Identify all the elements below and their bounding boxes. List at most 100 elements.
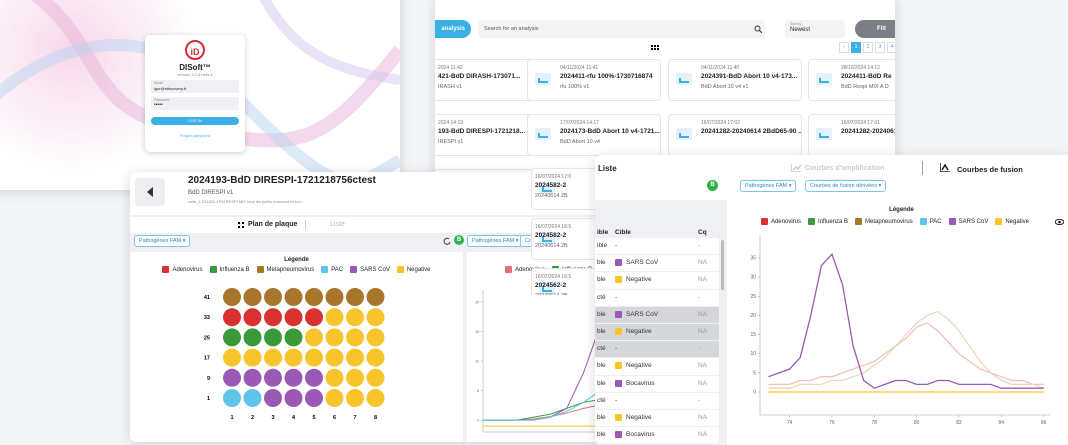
well[interactable] xyxy=(223,328,241,347)
legend-item[interactable]: Adenovirus xyxy=(505,266,545,273)
page-button[interactable]: 3 xyxy=(875,42,885,53)
analysis-card[interactable]: 28/10/2024 14:12 2024411-BdD Re BdD Respi … xyxy=(808,59,895,101)
eye-icon[interactable] xyxy=(1055,219,1064,225)
email-field[interactable]: Email igor@rdiscovery.fr xyxy=(151,80,239,93)
page-button[interactable]: 4 xyxy=(887,42,895,53)
well[interactable] xyxy=(346,389,364,407)
tab-plan[interactable]: Plan de plaque xyxy=(248,221,298,228)
well[interactable] xyxy=(346,288,364,306)
table-row[interactable]: ible - - xyxy=(595,238,719,255)
tab-list[interactable]: Liste xyxy=(330,221,345,228)
table-row[interactable]: ble Bocavirus NA xyxy=(595,375,719,392)
analysis-card[interactable]: 04/11/2024 11:41 2024411-rfu 100%-1730716… xyxy=(527,59,661,101)
pathogen-filter[interactable]: Pathogènes FAM ▾ xyxy=(134,235,191,247)
well[interactable] xyxy=(325,368,344,387)
page-button[interactable]: 1 xyxy=(851,42,861,53)
analysis-card[interactable]: 16/07/2024 17:01 20241282-2024061 xyxy=(808,114,895,156)
table-row[interactable]: ble SARS CoV NA xyxy=(595,255,719,272)
well[interactable] xyxy=(346,348,364,367)
scrollbar[interactable] xyxy=(721,240,724,290)
well[interactable] xyxy=(366,308,385,327)
curve-filter[interactable]: Courbes de fusion dérivées ▾ xyxy=(805,180,887,192)
well[interactable] xyxy=(223,308,241,327)
filter-button[interactable]: Filt xyxy=(855,20,895,38)
analysis-card[interactable]: 17/07/2024 14:17 2024173-BdD Abort 10 v4-… xyxy=(527,114,661,156)
page-prev[interactable]: ‹ xyxy=(839,42,849,53)
back-button[interactable] xyxy=(135,178,165,206)
tab-amplification[interactable]: Courbes d'amplification xyxy=(805,165,885,172)
well[interactable] xyxy=(223,368,241,387)
pathogen-filter[interactable]: Pathogènes FAM ▾ xyxy=(740,180,797,192)
well[interactable] xyxy=(284,348,303,367)
login-button[interactable]: LOG IN xyxy=(151,117,239,125)
well[interactable] xyxy=(366,328,385,347)
legend-item[interactable]: SARS CoV xyxy=(350,266,390,273)
legend-item[interactable]: Metapneumovirus xyxy=(256,266,314,273)
table-row[interactable]: cté - - xyxy=(595,341,719,358)
legend-item[interactable]: Negative xyxy=(995,218,1029,225)
well[interactable] xyxy=(305,328,323,347)
legend-item[interactable]: Adenovirus xyxy=(760,218,801,225)
well[interactable] xyxy=(243,308,262,327)
well[interactable] xyxy=(243,288,262,306)
table-row[interactable]: cté - - xyxy=(595,289,719,306)
well[interactable] xyxy=(305,389,323,407)
well[interactable] xyxy=(223,389,241,407)
well[interactable] xyxy=(325,348,344,367)
well[interactable] xyxy=(305,288,323,306)
tab-list[interactable]: Liste xyxy=(598,164,617,173)
well[interactable] xyxy=(284,288,303,306)
well[interactable] xyxy=(264,389,282,407)
well[interactable] xyxy=(284,368,303,387)
well[interactable] xyxy=(264,328,282,347)
well[interactable] xyxy=(223,348,241,367)
analysis-card[interactable]: 16/07/2024 17:02 20241282-20240614 2BdD65… xyxy=(668,114,802,156)
legend-item[interactable]: Negative xyxy=(396,266,431,273)
well[interactable] xyxy=(264,368,282,387)
well[interactable] xyxy=(223,288,241,306)
well[interactable] xyxy=(366,288,385,306)
well[interactable] xyxy=(284,308,303,327)
well[interactable] xyxy=(325,328,344,347)
sort-select[interactable]: Sort by Newest xyxy=(785,20,845,38)
well[interactable] xyxy=(243,328,262,347)
tab-fusion[interactable]: Courbes de fusion xyxy=(957,165,1023,174)
well[interactable] xyxy=(325,288,344,306)
well[interactable] xyxy=(346,368,364,387)
well[interactable] xyxy=(366,368,385,387)
well[interactable] xyxy=(305,308,323,327)
well[interactable] xyxy=(264,288,282,306)
table-row[interactable]: ble Bocavirus NA xyxy=(595,427,719,444)
well[interactable] xyxy=(346,328,364,347)
well[interactable] xyxy=(346,308,364,327)
table-row[interactable]: ble Negative NA xyxy=(595,272,719,289)
well[interactable] xyxy=(366,389,385,407)
search-field[interactable]: Search for an analysis xyxy=(478,20,765,38)
analysis-card[interactable]: 04/11/2024 11:40 2024391-BdD Abort 10 v4-… xyxy=(668,59,802,101)
analysis-card[interactable]: 2024 14:19 193-BdD DIRESPI-1721218... IRES… xyxy=(435,114,539,156)
well[interactable] xyxy=(243,368,262,387)
well[interactable] xyxy=(284,389,303,407)
password-field[interactable]: Password ••••• xyxy=(151,97,239,110)
well[interactable] xyxy=(264,348,282,367)
well[interactable] xyxy=(325,389,344,407)
well[interactable] xyxy=(264,308,282,327)
analysis-tab[interactable]: analysis xyxy=(435,20,471,38)
legend-item[interactable]: Influenza B xyxy=(209,266,250,273)
well[interactable] xyxy=(305,348,323,367)
analysis-card[interactable]: 16/07/2024 16:5 2024562-2 20240614 2B xyxy=(531,268,597,295)
forgot-link[interactable]: Forgot password xyxy=(180,133,210,138)
amp-filter[interactable]: Pathogènes FAM ▾ xyxy=(467,235,524,247)
analysis-card[interactable]: 16/07/2024 16:5 2024582-2 20240614 2B xyxy=(531,218,597,260)
legend-item[interactable]: SARS CoV xyxy=(948,218,988,225)
table-row[interactable]: ble Negative NA xyxy=(595,358,719,375)
well[interactable] xyxy=(305,368,323,387)
grid-view-icon[interactable] xyxy=(651,45,659,51)
analysis-card[interactable]: 2024 11:42 421-BdD DIRASH-173071... IRASH … xyxy=(435,59,539,101)
legend-item[interactable]: Metapneumovirus xyxy=(855,218,913,225)
page-button[interactable]: 2 xyxy=(863,42,873,53)
legend-item[interactable]: PAC xyxy=(321,266,343,273)
legend-item[interactable]: Influenza B xyxy=(808,218,848,225)
analysis-card[interactable]: 16/07/2024 17:0 2024582-2 20240614 2B xyxy=(531,168,597,210)
well[interactable] xyxy=(366,348,385,367)
